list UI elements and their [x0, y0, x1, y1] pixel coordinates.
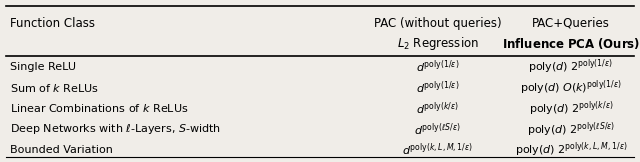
Text: $\mathrm{poly}(d)\; 2^{\mathrm{poly}(k,L,M,1/\epsilon)}$: $\mathrm{poly}(d)\; 2^{\mathrm{poly}(k,L… — [515, 141, 627, 159]
Text: $d^{\mathrm{poly}(k/\epsilon)}$: $d^{\mathrm{poly}(k/\epsilon)}$ — [416, 100, 459, 117]
Text: $\mathrm{poly}(d)\; 2^{\mathrm{poly}(\ell S/\epsilon)}$: $\mathrm{poly}(d)\; 2^{\mathrm{poly}(\el… — [527, 120, 615, 139]
Text: $\mathrm{poly}(d)\; O(k)^{\mathrm{poly}(1/\epsilon)}$: $\mathrm{poly}(d)\; O(k)^{\mathrm{poly}(… — [520, 78, 622, 97]
Text: $d^{\mathrm{poly}(k,L,M,1/\epsilon)}$: $d^{\mathrm{poly}(k,L,M,1/\epsilon)}$ — [402, 142, 473, 158]
Text: Sum of $k$ ReLUs: Sum of $k$ ReLUs — [10, 81, 99, 93]
Text: Single ReLU: Single ReLU — [10, 62, 76, 72]
Text: $\mathrm{poly}(d)\; 2^{\mathrm{poly}(k/\epsilon)}$: $\mathrm{poly}(d)\; 2^{\mathrm{poly}(k/\… — [529, 99, 613, 118]
Text: Function Class: Function Class — [10, 17, 95, 29]
Text: $d^{\mathrm{poly}(1/\epsilon)}$: $d^{\mathrm{poly}(1/\epsilon)}$ — [416, 79, 460, 96]
Text: $L_2$ Regression: $L_2$ Regression — [397, 35, 479, 52]
Text: Deep Networks with $\ell$-Layers, $S$-width: Deep Networks with $\ell$-Layers, $S$-wi… — [10, 122, 221, 136]
Text: Linear Combinations of $k$ ReLUs: Linear Combinations of $k$ ReLUs — [10, 102, 188, 114]
Text: PAC+Queries: PAC+Queries — [532, 17, 610, 29]
Text: PAC (without queries): PAC (without queries) — [374, 17, 501, 29]
Text: $d^{\mathrm{poly}(1/\epsilon)}$: $d^{\mathrm{poly}(1/\epsilon)}$ — [416, 58, 460, 75]
Text: $\mathbf{Influence\ PCA\ (Ours)}$: $\mathbf{Influence\ PCA\ (Ours)}$ — [502, 36, 640, 51]
Text: $d^{\mathrm{poly}(\ell S/\epsilon)}$: $d^{\mathrm{poly}(\ell S/\epsilon)}$ — [414, 121, 461, 138]
Text: $\mathrm{poly}(d)\; 2^{\mathrm{poly}(1/\epsilon)}$: $\mathrm{poly}(d)\; 2^{\mathrm{poly}(1/\… — [528, 57, 614, 76]
Text: Bounded Variation: Bounded Variation — [10, 145, 113, 155]
